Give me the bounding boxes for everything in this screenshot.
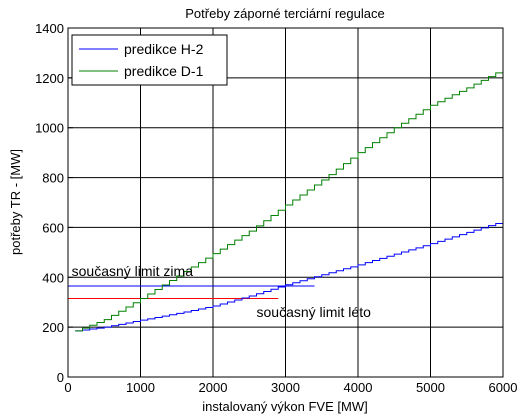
chart-title: Potřeby záporné terciární regulace: [185, 6, 384, 21]
limit-annotation: současný limit léto: [257, 304, 372, 320]
legend-label-predikce-h2: predikce H-2: [124, 41, 204, 57]
legend-label-predikce-d1: predikce D-1: [124, 63, 204, 79]
x-tick-label: 1000: [126, 380, 155, 395]
x-tick-label: 2000: [199, 380, 228, 395]
series-line-predikce-h2: [75, 221, 504, 332]
x-tick-label: 4000: [344, 380, 373, 395]
x-tick-label: 6000: [489, 380, 518, 395]
annotation-layer: současný limit zima současný limit léto: [72, 263, 371, 320]
x-tick-label: 0: [64, 380, 71, 395]
series-line-predikce-d1: [75, 69, 504, 332]
y-tick-label: 200: [42, 320, 64, 335]
x-axis-label: instalovaný výkon FVE [MW]: [202, 399, 367, 414]
limit-annotation: současný limit zima: [72, 263, 194, 279]
y-tick-label: 400: [42, 270, 64, 285]
y-axis-label: potřeby TR - [MW]: [8, 149, 23, 255]
y-tick-label: 1200: [35, 71, 64, 86]
y-tick-label: 800: [42, 171, 64, 186]
tick-layer: 0 1000 2000 3000 4000 5000 6000 0 200 400 600 800 10…: [35, 21, 517, 395]
x-tick-label: 3000: [271, 380, 300, 395]
legend-box: [71, 34, 228, 86]
y-tick-label: 0: [57, 370, 64, 385]
y-tick-label: 600: [42, 220, 64, 235]
y-tick-label: 1400: [35, 21, 64, 36]
series-layer: [75, 69, 504, 332]
grid-layer: [68, 28, 503, 377]
legend: predikce H-2 predikce D-1: [71, 34, 228, 86]
y-tick-label: 1000: [35, 121, 64, 136]
x-tick-label: 5000: [416, 380, 445, 395]
